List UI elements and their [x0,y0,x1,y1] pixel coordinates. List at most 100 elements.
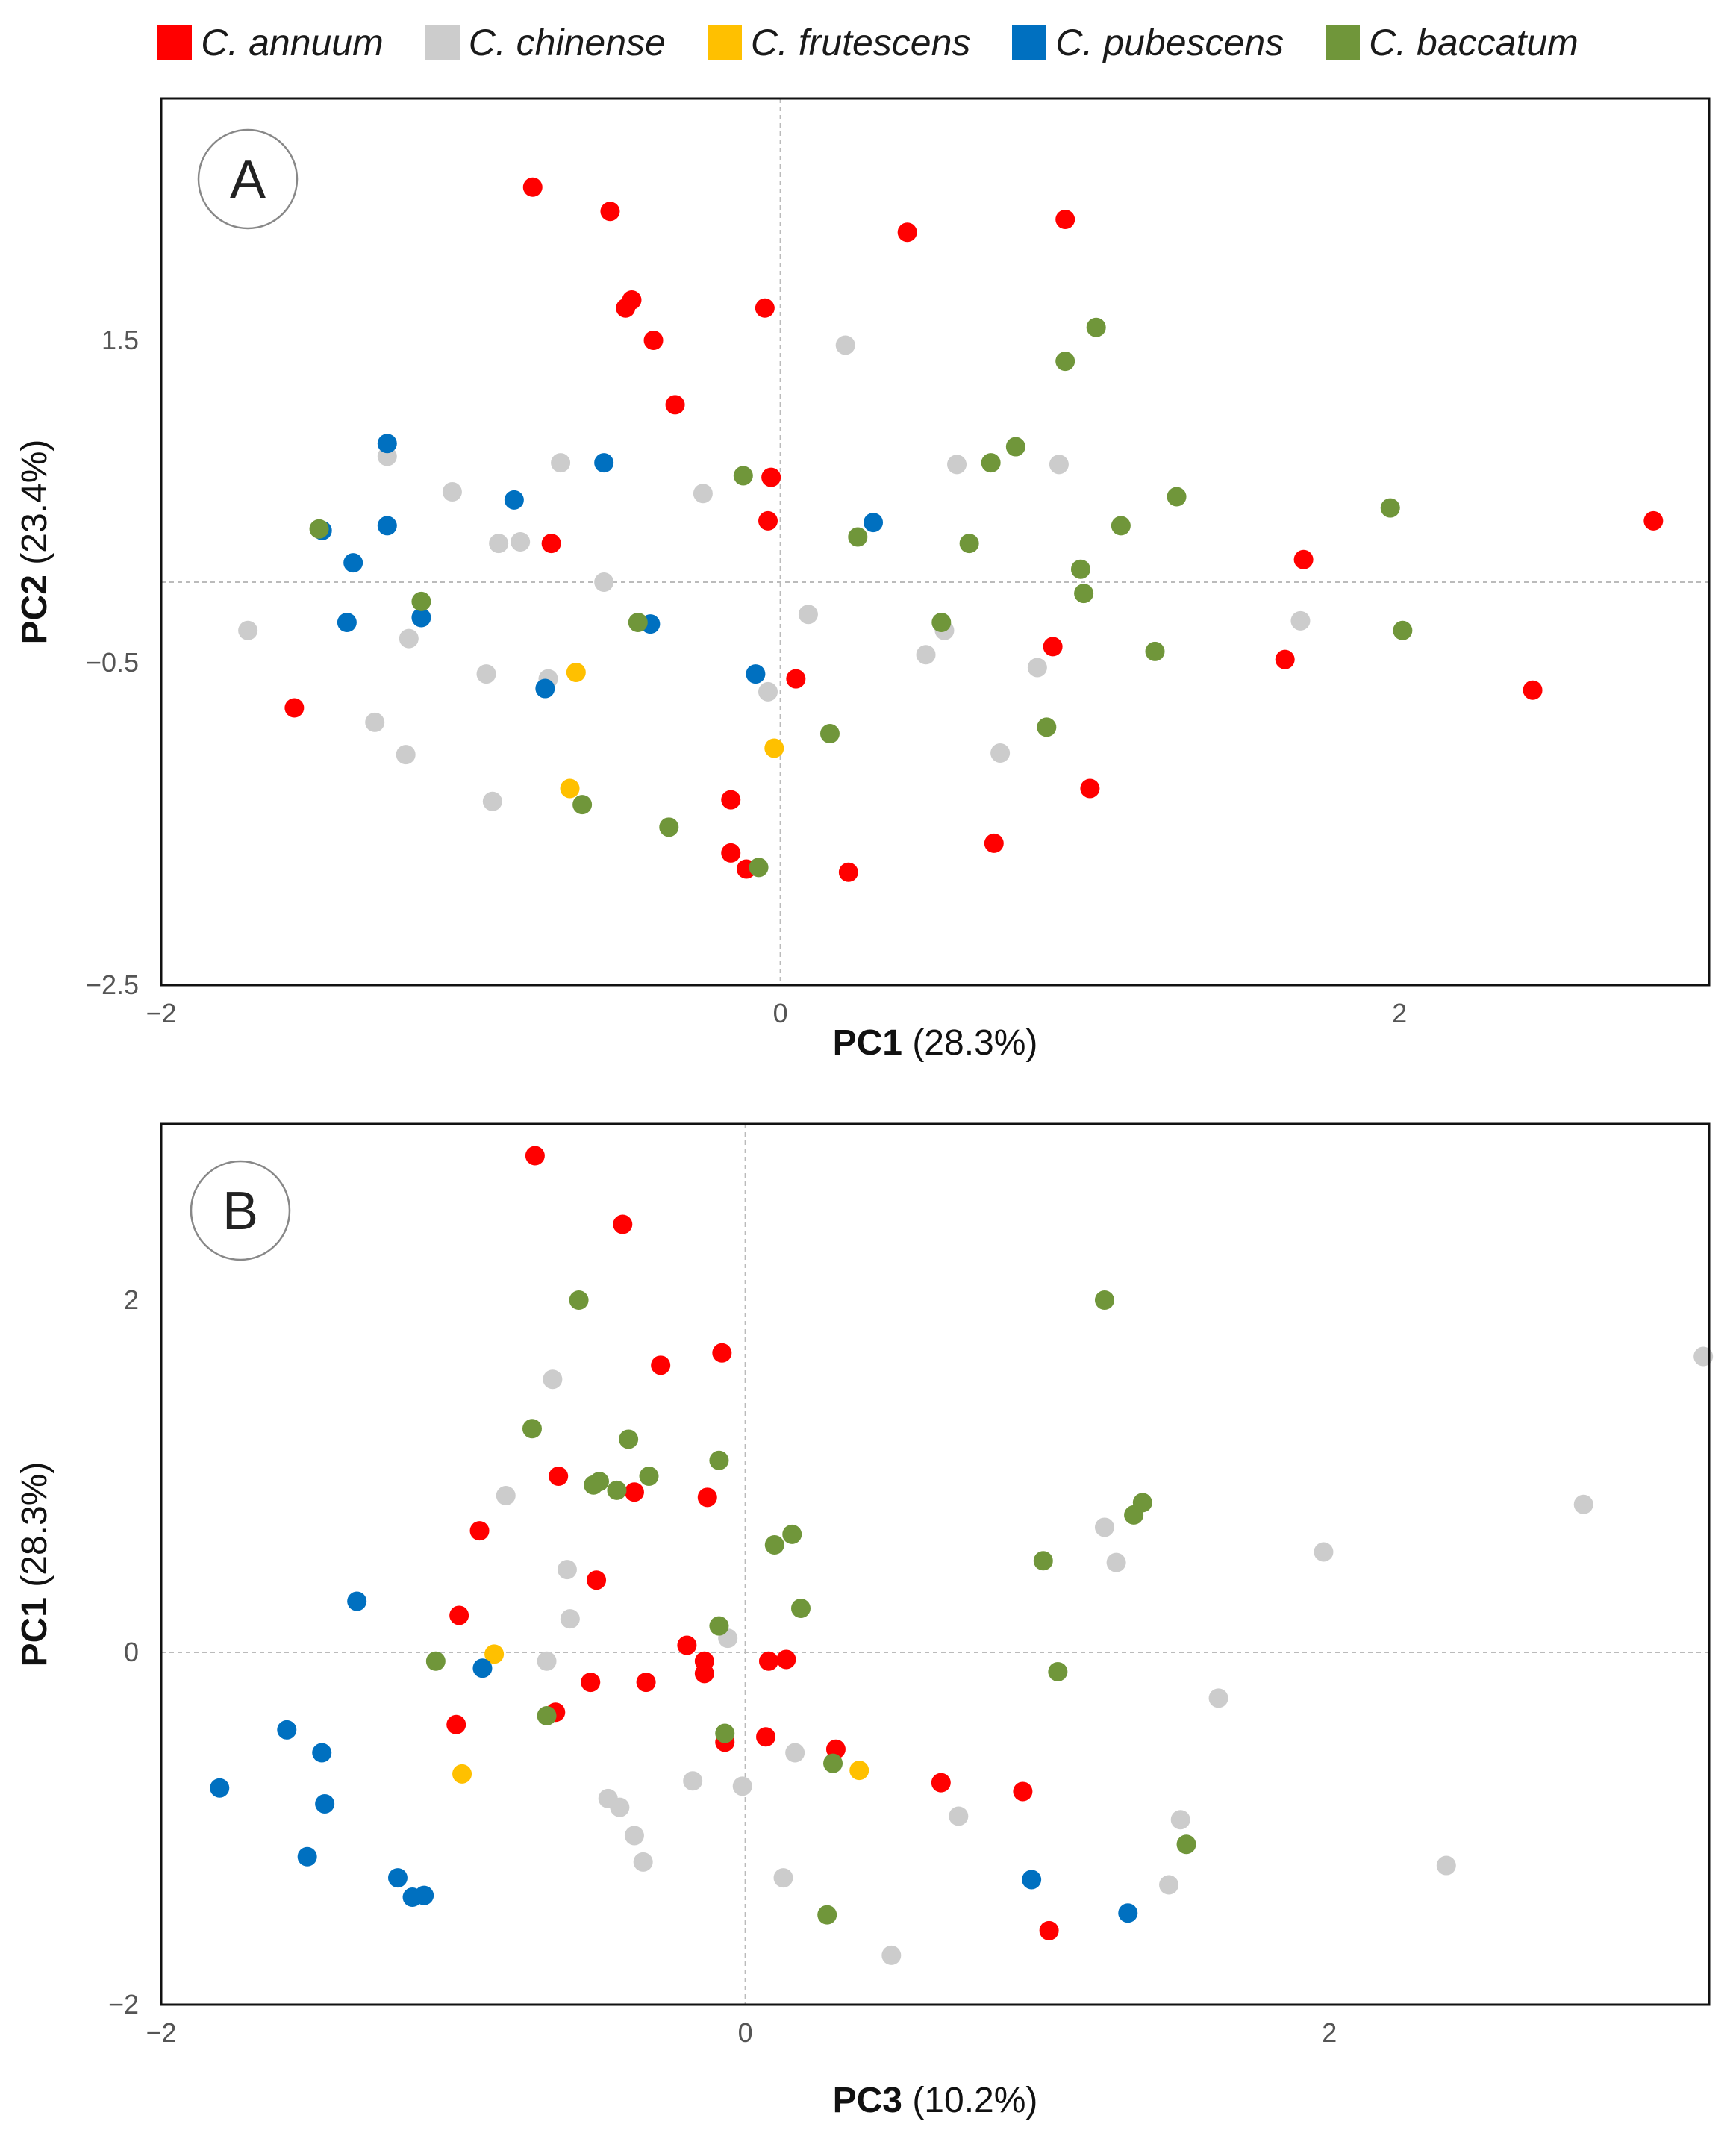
data-point [610,1797,630,1817]
x-tick-label: −2 [146,2017,176,2048]
y-axis-title: PC2 (23.4%) [15,440,54,645]
data-point [721,790,741,810]
data-point [694,1664,714,1684]
data-point [535,678,555,699]
data-point [790,1599,811,1618]
data-point [1170,1810,1190,1830]
data-point [651,1355,671,1375]
data-point [425,1651,446,1671]
y-tick-label: −2.5 [86,969,139,1000]
legend-item: C. annuum [157,21,384,64]
legend-item: C. pubescens [1012,21,1284,64]
data-point [1055,352,1075,372]
data-point [1293,549,1314,569]
data-point [541,534,561,554]
data-point [496,1485,516,1505]
legend-item: C. frutescens [707,21,971,64]
data-point [1027,658,1047,678]
data-point [411,608,431,628]
data-point [1080,778,1100,799]
data-point [643,331,664,350]
data-point [981,453,1001,473]
y-tick-label: −0.5 [86,647,139,678]
data-point [1380,498,1400,518]
series-c-pubescens [312,434,884,699]
panel-label: A [230,150,266,210]
data-point [277,1720,297,1740]
data-point [1049,455,1069,475]
legend-label: C. pubescens [1055,22,1284,63]
legend-label: C. frutescens [750,22,971,63]
data-point [677,1635,697,1655]
data-point [798,605,818,625]
data-point [709,1450,729,1470]
data-point [504,490,524,510]
data-point [1132,1493,1152,1513]
data-point [594,453,614,473]
legend-label: C. annuum [201,22,384,63]
data-point [587,1570,607,1590]
data-point [959,534,979,554]
data-point [411,591,431,611]
data-point [1393,620,1413,640]
legend-swatch [1012,25,1047,60]
data-point [709,1616,729,1636]
data-point [916,645,936,665]
data-point [560,778,580,799]
x-axis-percent: (10.2%) [912,2081,1037,2120]
data-point [1070,559,1090,579]
data-point [1208,1688,1228,1708]
data-point [624,1482,644,1502]
y-tick-label: −2 [108,1989,139,2020]
data-point [1290,610,1311,631]
data-point [522,177,543,197]
data-point [560,1609,580,1629]
series-c-annuum [446,1146,1059,1940]
data-point [1048,1661,1068,1681]
data-point [756,1727,776,1747]
data-point [543,1369,563,1390]
data-point [1111,516,1131,536]
data-point [365,712,385,732]
data-point [931,613,952,632]
data-point [683,1771,703,1791]
data-point [1039,1920,1059,1940]
y-tick-label: 1.5 [102,325,139,355]
data-point [758,681,778,702]
data-point [613,1214,633,1234]
data-point [377,434,397,454]
data-point [600,202,620,222]
legend-item: C. baccatum [1326,21,1579,64]
data-point [476,664,496,684]
data-point [659,817,679,837]
y-tick-label: 0 [124,1637,139,1667]
data-point [1022,1870,1042,1890]
x-axis-name: PC1 [833,1023,902,1063]
data-point [566,662,586,682]
data-point [315,1793,335,1814]
data-point [569,1290,589,1310]
legend: C. annuum C. chinense C. frutescens C. pube… [0,21,1736,64]
data-point [746,664,766,684]
data-point [557,1560,577,1580]
data-point [1005,437,1025,457]
data-point [1643,510,1664,531]
data-point [773,1868,793,1888]
data-point [489,534,509,554]
panel-label: B [222,1181,258,1241]
data-point [835,335,855,355]
data-point [309,519,329,539]
data-point [1086,317,1106,337]
data-point [785,1743,805,1763]
data-point [442,482,462,502]
y-axis-title: PC1 (28.3%) [15,1462,54,1667]
plot-frame [160,97,1711,987]
data-point [1523,680,1543,700]
x-tick-label: −2 [146,998,176,1028]
x-tick-label: 2 [1392,998,1407,1028]
y-axis-percent: (28.3%) [15,1462,54,1587]
data-point [758,510,778,531]
panel-label-circle [197,128,299,230]
data-point [819,724,840,744]
data-point [1275,649,1295,669]
